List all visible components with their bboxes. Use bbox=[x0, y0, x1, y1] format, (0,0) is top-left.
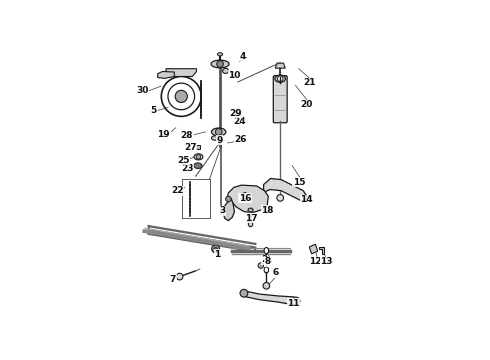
Circle shape bbox=[214, 247, 217, 251]
Polygon shape bbox=[309, 244, 318, 254]
Text: 9: 9 bbox=[216, 136, 222, 145]
Ellipse shape bbox=[248, 221, 253, 227]
Polygon shape bbox=[166, 69, 196, 76]
Circle shape bbox=[196, 155, 201, 159]
Polygon shape bbox=[196, 145, 199, 149]
Polygon shape bbox=[264, 179, 307, 201]
Text: 3: 3 bbox=[220, 206, 226, 215]
Text: 25: 25 bbox=[177, 156, 190, 165]
Ellipse shape bbox=[222, 68, 229, 73]
Circle shape bbox=[176, 273, 183, 280]
Text: 18: 18 bbox=[261, 206, 273, 215]
Text: 6: 6 bbox=[273, 268, 279, 277]
Ellipse shape bbox=[218, 53, 222, 56]
Ellipse shape bbox=[212, 136, 219, 140]
Text: 23: 23 bbox=[181, 164, 194, 173]
Ellipse shape bbox=[235, 113, 241, 117]
Text: 4: 4 bbox=[239, 52, 245, 61]
Circle shape bbox=[175, 90, 187, 103]
Text: 13: 13 bbox=[320, 257, 333, 266]
Circle shape bbox=[277, 194, 284, 201]
Text: 16: 16 bbox=[239, 194, 251, 203]
Polygon shape bbox=[275, 63, 285, 68]
Circle shape bbox=[225, 196, 231, 202]
Circle shape bbox=[216, 129, 222, 135]
Text: 15: 15 bbox=[293, 178, 305, 187]
Text: 30: 30 bbox=[136, 86, 148, 95]
Text: 20: 20 bbox=[300, 100, 312, 109]
Text: 21: 21 bbox=[304, 78, 316, 87]
Ellipse shape bbox=[264, 267, 269, 273]
Ellipse shape bbox=[275, 75, 286, 82]
Circle shape bbox=[212, 245, 220, 253]
Ellipse shape bbox=[194, 154, 203, 160]
Circle shape bbox=[258, 263, 264, 268]
Circle shape bbox=[240, 289, 248, 297]
Text: 8: 8 bbox=[265, 257, 271, 266]
Text: 22: 22 bbox=[172, 186, 184, 195]
Text: 11: 11 bbox=[287, 299, 299, 308]
Text: 14: 14 bbox=[300, 195, 313, 204]
Ellipse shape bbox=[235, 109, 241, 112]
Circle shape bbox=[263, 283, 270, 289]
Polygon shape bbox=[223, 198, 235, 221]
Polygon shape bbox=[242, 291, 299, 304]
Text: 12: 12 bbox=[309, 257, 321, 266]
Text: 26: 26 bbox=[234, 135, 247, 144]
Ellipse shape bbox=[194, 163, 202, 168]
Text: 28: 28 bbox=[180, 131, 193, 140]
Text: 24: 24 bbox=[233, 117, 246, 126]
Text: 2: 2 bbox=[261, 256, 268, 265]
Text: 19: 19 bbox=[157, 130, 170, 139]
Circle shape bbox=[292, 297, 300, 305]
Polygon shape bbox=[158, 72, 174, 78]
Ellipse shape bbox=[212, 128, 226, 136]
Text: 27: 27 bbox=[184, 144, 197, 153]
Polygon shape bbox=[227, 185, 269, 212]
Text: 17: 17 bbox=[245, 214, 258, 223]
Ellipse shape bbox=[264, 247, 269, 253]
Polygon shape bbox=[242, 192, 248, 199]
Circle shape bbox=[277, 76, 283, 81]
Text: 1: 1 bbox=[214, 250, 220, 259]
Ellipse shape bbox=[211, 60, 229, 68]
Text: 5: 5 bbox=[150, 106, 157, 115]
Text: 29: 29 bbox=[230, 109, 242, 118]
FancyBboxPatch shape bbox=[273, 76, 287, 123]
Circle shape bbox=[217, 61, 223, 67]
Ellipse shape bbox=[248, 208, 253, 212]
Text: 7: 7 bbox=[170, 275, 176, 284]
Polygon shape bbox=[319, 247, 324, 255]
Text: 10: 10 bbox=[228, 71, 241, 80]
